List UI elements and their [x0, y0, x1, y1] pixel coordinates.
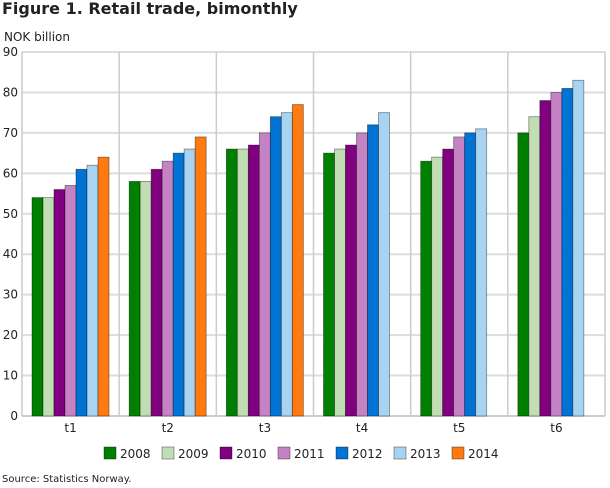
bar-2010-t4	[345, 144, 357, 417]
y-tick-label: 40	[3, 247, 18, 261]
legend-label: 2012	[352, 447, 383, 461]
bar-2009-t3	[236, 148, 249, 417]
legend-label: 2010	[236, 447, 267, 461]
bar-2008-t6	[517, 132, 530, 417]
bar-2013-t2	[183, 148, 196, 417]
x-tick-label: t4	[356, 421, 368, 435]
legend-swatch	[277, 446, 291, 460]
bar-2011-t3	[258, 132, 271, 417]
legend-label: 2009	[178, 447, 209, 461]
bar-2010-t5	[442, 148, 455, 417]
bar-2011-t4	[356, 132, 368, 417]
legend-item-2011: 2011	[277, 446, 325, 461]
y-tick-label: 70	[3, 126, 18, 140]
y-tick-label: 20	[3, 328, 18, 342]
bar-2008-t1	[31, 197, 44, 417]
legend-swatch	[103, 446, 117, 460]
x-tick-label: t3	[259, 421, 271, 435]
y-tick-label: 0	[10, 409, 18, 423]
legend-item-2013: 2013	[393, 446, 441, 461]
bar-2011-t5	[453, 136, 466, 417]
bar-2010-t2	[150, 168, 163, 417]
bar-2011-t2	[161, 160, 174, 417]
bar-2012-t3	[269, 116, 282, 417]
x-tick-label: t1	[64, 421, 76, 435]
legend-label: 2011	[294, 447, 325, 461]
bar-2010-t6	[539, 100, 552, 417]
bar-2013-t4	[378, 112, 390, 417]
bar-2009-t1	[42, 197, 55, 417]
y-tick-label: 60	[3, 166, 18, 180]
bar-2008-t3	[225, 148, 238, 417]
legend-item-2009: 2009	[161, 446, 209, 461]
bar-2012-t6	[561, 88, 574, 417]
legend-swatch	[161, 446, 175, 460]
bar-2012-t2	[172, 152, 185, 417]
legend-swatch	[335, 446, 349, 460]
y-tick-label: 30	[3, 288, 18, 302]
legend-label: 2008	[120, 447, 151, 461]
x-tick-label: t5	[453, 421, 465, 435]
legend-swatch	[393, 446, 407, 460]
y-tick-label: 80	[3, 85, 18, 99]
bar-2009-t4	[334, 148, 346, 417]
legend-item-2008: 2008	[103, 446, 151, 461]
bar-2013-t1	[86, 164, 99, 417]
bar-2009-t2	[139, 181, 152, 417]
bar-2010-t1	[53, 189, 66, 417]
bar-2013-t6	[572, 79, 585, 417]
bar-2014-t1	[97, 156, 110, 417]
chart-title: Figure 1. Retail trade, bimonthly	[2, 0, 298, 18]
source-note: Source: Statistics Norway.	[2, 474, 132, 485]
bar-2012-t4	[367, 124, 379, 417]
bar-2012-t1	[75, 168, 88, 417]
bar-2008-t4	[323, 152, 335, 417]
legend-label: 2014	[468, 447, 499, 461]
bar-2014-t3	[291, 104, 304, 417]
bar-2009-t5	[431, 156, 444, 417]
legend-item-2012: 2012	[335, 446, 383, 461]
legend-swatch	[219, 446, 233, 460]
y-tick-label: 90	[3, 45, 18, 59]
legend-swatch	[451, 446, 465, 460]
bar-2014-t2	[194, 136, 207, 417]
x-tick-label: t6	[550, 421, 562, 435]
bar-2011-t6	[550, 92, 563, 417]
legend-item-2014: 2014	[451, 446, 499, 461]
legend-item-2010: 2010	[219, 446, 267, 461]
bar-2010-t3	[247, 144, 260, 417]
bar-2008-t2	[128, 181, 141, 417]
bar-2009-t6	[528, 116, 541, 417]
y-tick-label: 10	[3, 369, 18, 383]
bar-2013-t5	[475, 128, 488, 417]
bar-2011-t1	[64, 185, 77, 417]
y-axis-label: NOK billion	[4, 30, 71, 44]
legend-label: 2013	[410, 447, 441, 461]
bar-2013-t3	[280, 112, 293, 417]
y-tick-label: 50	[3, 207, 18, 221]
bar-2008-t5	[420, 160, 433, 417]
x-tick-label: t2	[162, 421, 174, 435]
bar-2012-t5	[464, 132, 477, 417]
